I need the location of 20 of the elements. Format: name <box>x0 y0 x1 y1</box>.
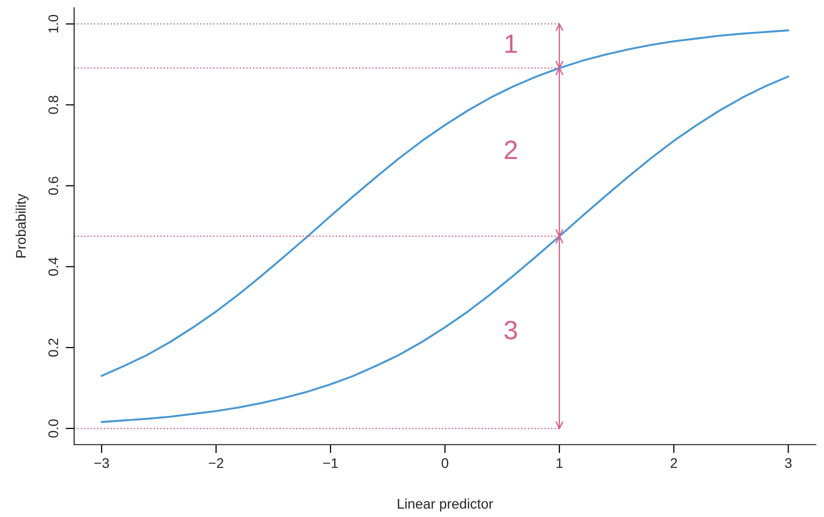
annotation: 1 <box>505 34 517 53</box>
x-tick-label: 3 <box>784 458 792 468</box>
y-tick-label: 0.6 <box>48 176 58 195</box>
y-tick-label: 0.8 <box>48 96 58 114</box>
line-series <box>100 29 790 377</box>
x-tick-label: 1 <box>556 458 563 468</box>
annotation: 3 <box>504 320 517 340</box>
y-axis-title: Probability <box>16 194 29 258</box>
y-tick-label: 0.2 <box>48 338 58 357</box>
y-tick-label: 0.4 <box>48 257 58 276</box>
x-axis-title: Linear predictor <box>398 498 493 512</box>
x-tick-label: 0 <box>442 458 448 468</box>
annotation: 2 <box>504 140 517 159</box>
y-tick-label: 0.0 <box>48 419 58 438</box>
x-tick-label: −1 <box>323 458 338 468</box>
x-tick-label: −2 <box>208 458 224 468</box>
y-tick-label: 1.0 <box>48 14 58 33</box>
line-series <box>100 76 790 423</box>
x-tick-label: −3 <box>94 458 109 468</box>
x-tick-label: 2 <box>670 458 678 468</box>
